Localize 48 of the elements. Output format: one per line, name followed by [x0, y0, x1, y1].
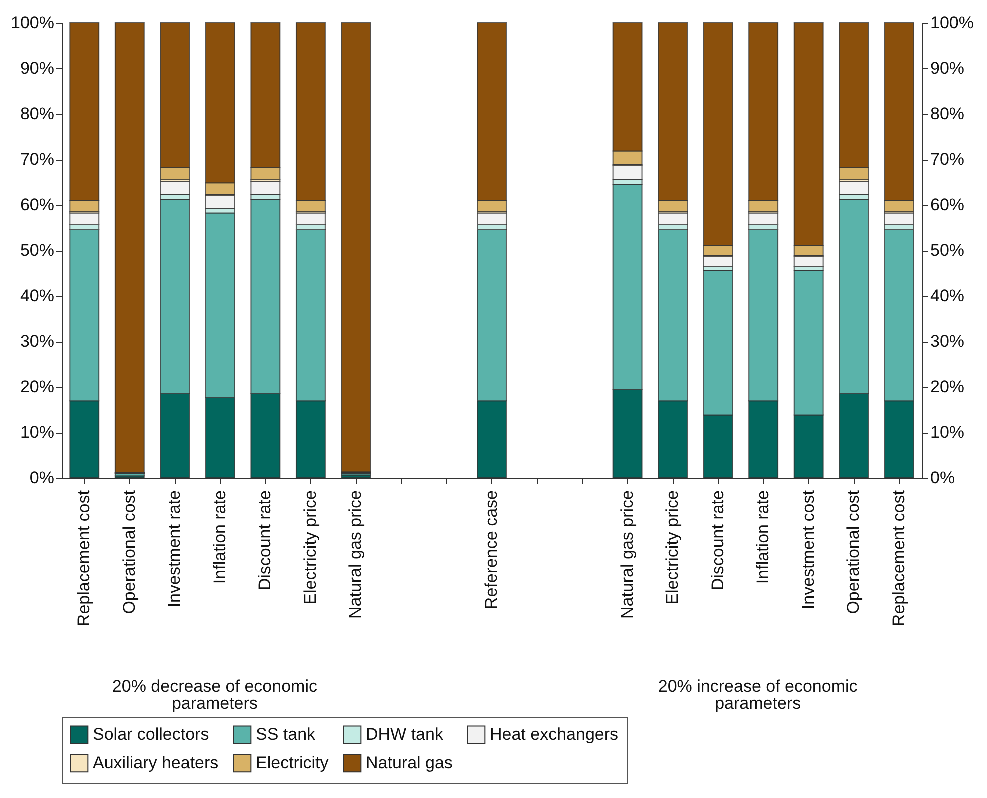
text: 20% increase of economic parameters: [657, 677, 859, 713]
y2-tick-label: 40%: [930, 286, 965, 306]
text: 20% decrease of economic parameters: [111, 677, 318, 713]
x-tick-label: Operational cost: [120, 490, 139, 614]
y2-tick-label: 70%: [930, 150, 965, 169]
y2-tick-label: 100%: [930, 14, 974, 32]
x-tick-label: Inflation rate: [754, 490, 773, 584]
x-tick-label: Replacement cost: [889, 490, 908, 627]
bar: [341, 22, 372, 473]
y2-tick-label: 30%: [930, 332, 965, 351]
y2-tick-label: 60%: [930, 196, 965, 214]
legend-label: Electricity: [256, 754, 330, 772]
y-tick-label: 60%: [20, 196, 54, 214]
y2-tick-label: 50%: [930, 241, 965, 260]
y2-tick-label: 80%: [930, 104, 965, 124]
x-tick-label: Natural gas price: [618, 490, 637, 620]
y2-tick-label: 90%: [930, 59, 965, 78]
y-tick-label: 50%: [20, 241, 54, 260]
legend-label: Natural gas: [366, 754, 453, 772]
x-tick-label: Discount rate: [708, 490, 728, 591]
x-tick-label: Investment cost: [798, 490, 818, 610]
x-tick-label: Replacement cost: [74, 490, 94, 627]
x-tick-label: Electricity price: [300, 490, 320, 605]
legend-label: Solar collectors: [93, 724, 210, 744]
x-tick-label: Reference case: [482, 490, 501, 610]
legend-label: Auxiliary heaters: [93, 754, 219, 772]
legend-label: Heat exchangers: [490, 724, 619, 744]
x-tick-label: Operational cost: [844, 490, 864, 614]
y-tick-label: 0%: [30, 468, 54, 488]
x-tick-label: Electricity price: [663, 490, 682, 605]
y-tick-label: 70%: [20, 150, 54, 169]
legend-label: DHW tank: [366, 724, 444, 744]
x-tick-label: Inflation rate: [210, 490, 230, 584]
y-tick-label: 20%: [20, 378, 54, 396]
y2-tick-label: 0%: [930, 468, 956, 488]
y2-tick-label: 10%: [930, 423, 965, 442]
y-tick-label: 90%: [20, 59, 54, 78]
y-tick-label: 40%: [20, 286, 54, 306]
x-tick-label: Natural gas price: [346, 490, 366, 620]
bar: [114, 22, 145, 474]
y-tick-label: 100%: [11, 14, 54, 32]
x-tick-label: Discount rate: [256, 490, 275, 591]
y-tick-label: 10%: [20, 423, 54, 442]
y-tick-label: 30%: [20, 332, 54, 351]
y2-tick-label: 20%: [930, 378, 965, 396]
legend-label: SS tank: [256, 724, 316, 744]
x-tick-label: Investment rate: [165, 490, 184, 608]
y-tick-label: 80%: [20, 104, 54, 124]
